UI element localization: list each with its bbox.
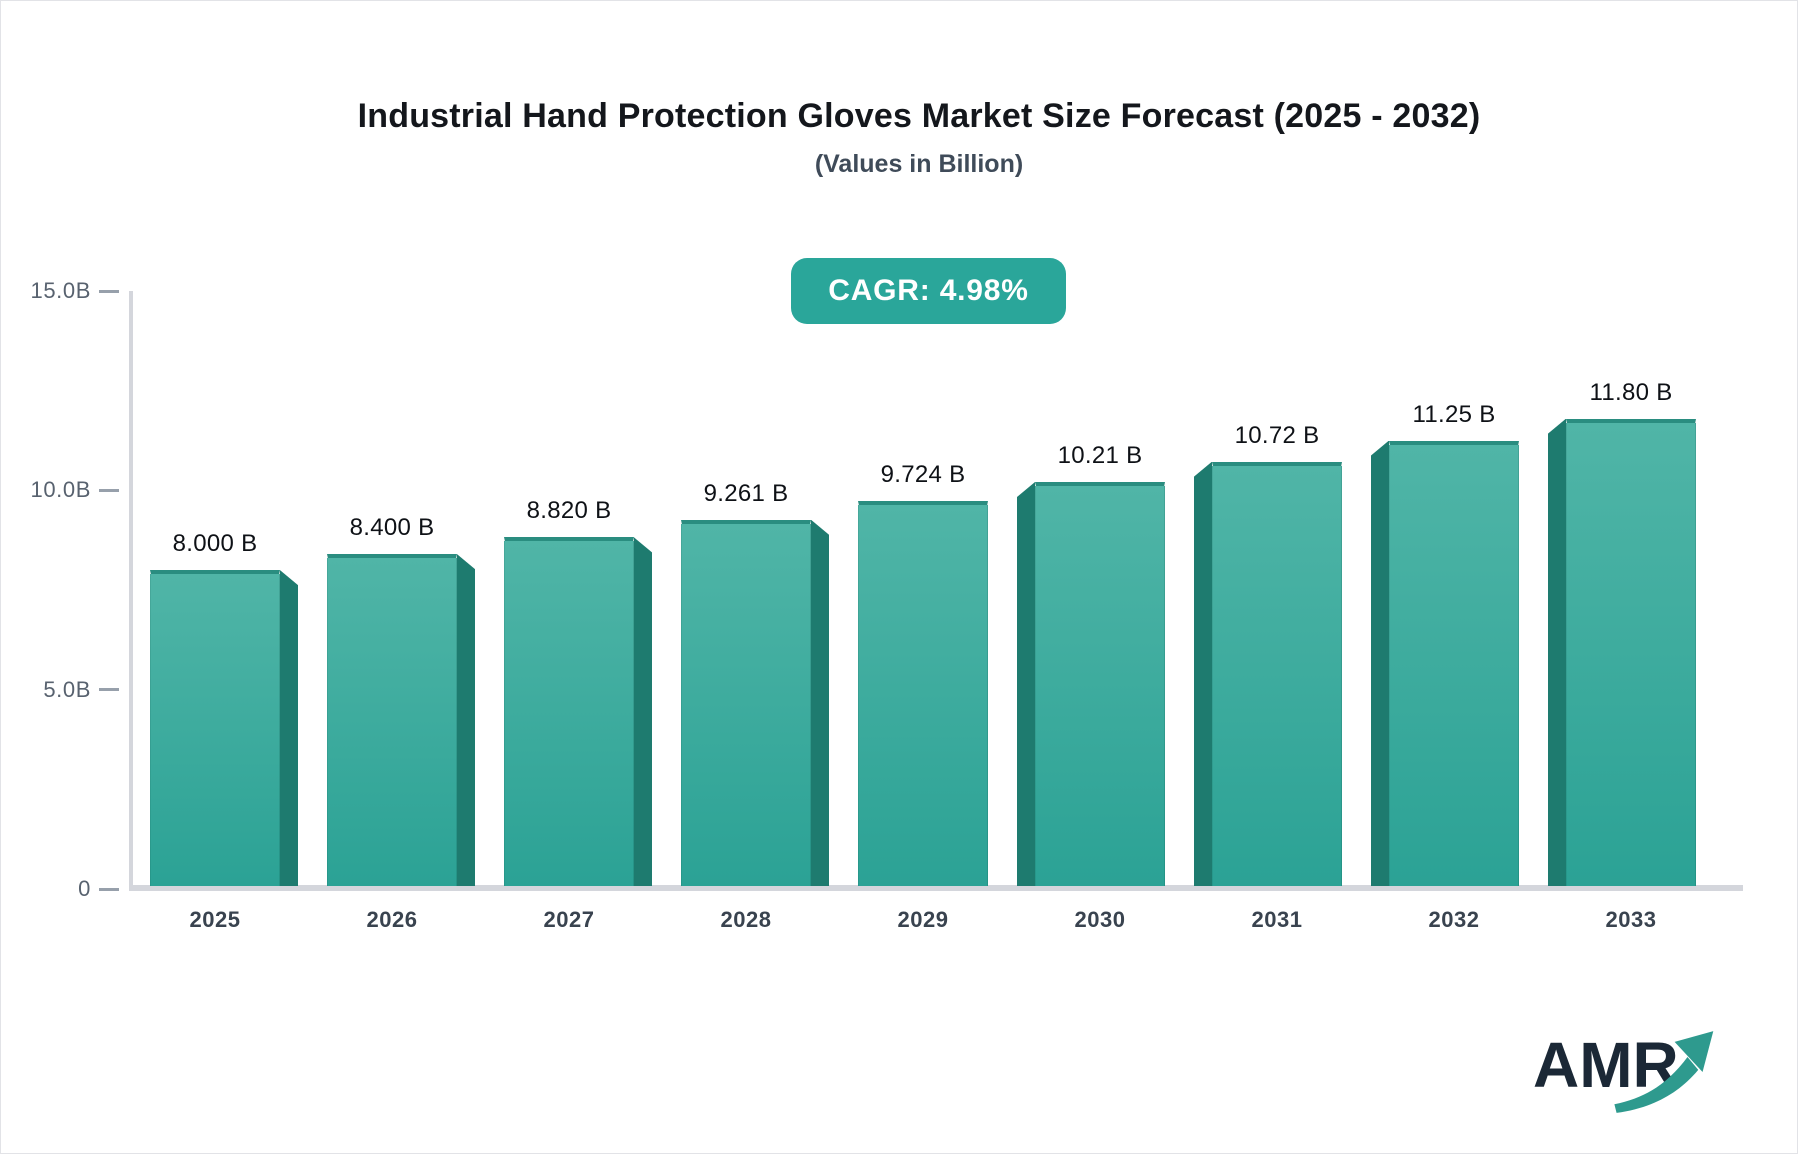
- bar-2030: [1035, 481, 1165, 886]
- y-tick-dash-10.0B: [99, 488, 119, 492]
- bar-side-2032: [1371, 440, 1389, 886]
- chart-subtitle: (Values in Billion): [814, 150, 1024, 178]
- bar-side-2031: [1194, 461, 1212, 886]
- y-tick-label-5.0B: 5.0B: [43, 676, 91, 702]
- y-tick-label-10.0B: 10.0B: [30, 477, 91, 503]
- x-label-2031: 2031: [1251, 907, 1303, 932]
- x-label-2033: 2033: [1605, 907, 1657, 932]
- cagr-badge: CAGR: 4.98%: [791, 258, 1066, 324]
- cagr-badge-label: CAGR: 4.98%: [828, 274, 1029, 307]
- y-tick-dash-15.0B: [99, 289, 119, 293]
- bar-value-2028: 9.261 B: [703, 479, 789, 507]
- amr-logo: AMR: [1533, 1029, 1733, 1123]
- bar-side-2028: [811, 519, 829, 886]
- bar-2026: [327, 554, 457, 886]
- bar-2029: [858, 501, 988, 886]
- x-label-2026: 2026: [366, 907, 418, 932]
- x-label-2029: 2029: [897, 907, 949, 932]
- amr-logo-text: AMR: [1533, 1029, 1679, 1101]
- bar-side-2030: [1017, 481, 1035, 886]
- bar-value-2030: 10.21 B: [1057, 441, 1143, 469]
- bar-2033: [1566, 418, 1696, 886]
- bar-2031: [1212, 461, 1342, 886]
- x-label-2027: 2027: [543, 907, 595, 932]
- bar-value-2027: 8.820 B: [526, 497, 612, 525]
- y-tick-label-15.0B: 15.0B: [30, 278, 91, 303]
- y-axis-line: [129, 291, 133, 889]
- bar-value-2025: 8.000 B: [172, 530, 258, 558]
- bar-side-2033: [1548, 418, 1566, 886]
- bar-value-2031: 10.72 B: [1234, 421, 1320, 449]
- bar-value-2026: 8.400 B: [349, 514, 435, 542]
- y-tick-label-0: 0: [78, 876, 91, 901]
- growth-arrow-icon: [1614, 1031, 1714, 1113]
- bar-side-2026: [457, 554, 475, 886]
- x-label-2025: 2025: [189, 907, 241, 932]
- bar-2025: [150, 570, 280, 886]
- bar-2028: [681, 519, 811, 886]
- bar-2027: [504, 537, 634, 886]
- bar-value-2029: 9.724 B: [880, 461, 966, 489]
- y-tick-dash-0: [99, 887, 119, 891]
- bar-side-2025: [280, 570, 298, 886]
- x-axis-baseline: [129, 885, 1743, 891]
- y-tick-dash-5.0B: [99, 688, 119, 692]
- x-label-2030: 2030: [1074, 907, 1126, 932]
- x-label-2028: 2028: [720, 907, 772, 932]
- bar-value-2033: 11.80 B: [1589, 378, 1673, 406]
- bar-2032: [1389, 440, 1519, 886]
- bar-side-2027: [634, 537, 652, 886]
- x-label-2032: 2032: [1428, 907, 1480, 932]
- bar-value-2032: 11.25 B: [1412, 400, 1496, 428]
- chart-title: Industrial Hand Protection Gloves Market…: [357, 97, 1481, 135]
